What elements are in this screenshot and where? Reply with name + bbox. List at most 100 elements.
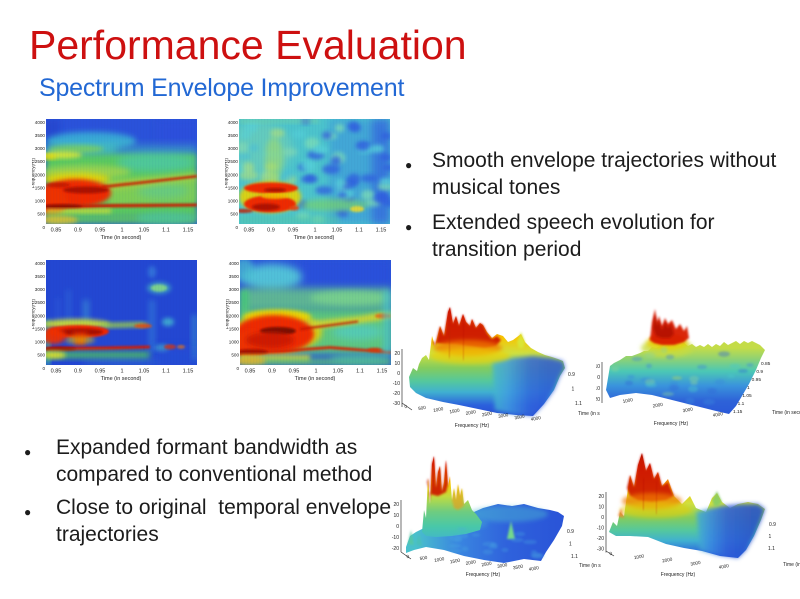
svg-text:2000: 2000 [228,172,239,177]
svg-text:Frequency (Hz): Frequency (Hz) [455,423,490,429]
svg-text:0: 0 [597,375,600,381]
svg-text:1.05: 1.05 [742,393,752,399]
svg-text:0.95: 0.95 [752,377,762,383]
svg-text:1.15: 1.15 [183,369,194,375]
svg-text:1.05: 1.05 [139,228,150,234]
svg-text:10: 10 [394,361,400,367]
svg-text:0: 0 [42,366,45,371]
svg-text:0.95: 0.95 [95,369,106,375]
svg-text:2000: 2000 [229,313,240,318]
svg-text:Frequency(Hz): Frequency(Hz) [226,298,230,329]
svg-text:1: 1 [569,542,572,548]
svg-text:-20: -20 [596,397,600,403]
svg-text:0: 0 [236,366,239,371]
svg-text:1: 1 [313,228,316,234]
svg-text:3500: 3500 [513,564,524,571]
svg-text:1.05: 1.05 [332,228,343,234]
svg-text:20: 20 [598,494,604,500]
svg-text:1: 1 [120,228,123,234]
svg-text:0.95: 0.95 [289,369,300,375]
svg-text:20: 20 [393,502,399,508]
svg-text:10: 10 [393,513,399,519]
svg-text:3000: 3000 [682,406,693,413]
svg-text:1.05: 1.05 [333,369,344,375]
svg-text:0: 0 [396,524,399,530]
svg-text:-10: -10 [596,386,600,392]
svg-text:1.1: 1.1 [571,554,578,560]
svg-text:4000: 4000 [530,415,541,422]
svg-text:Time (in s: Time (in s [579,563,601,569]
svg-text:1.1: 1.1 [575,401,582,407]
svg-text:1.05: 1.05 [139,369,150,375]
svg-text:500: 500 [37,212,45,217]
svg-text:500: 500 [230,212,238,217]
svg-text:4000: 4000 [712,411,723,418]
svg-text:1000: 1000 [229,340,240,345]
svg-text:1500: 1500 [35,326,46,331]
svg-text:1.1: 1.1 [162,228,170,234]
svg-text:2500: 2500 [481,561,492,568]
svg-text:Frequency(Hz): Frequency(Hz) [32,157,36,188]
svg-text:1.15: 1.15 [376,228,387,234]
svg-text:0.95: 0.95 [95,228,106,234]
svg-text:10: 10 [596,364,600,370]
svg-text:Time (in second): Time (in second) [294,235,335,241]
svg-text:2500: 2500 [35,159,46,164]
svg-text:0.85: 0.85 [51,369,62,375]
svg-text:3500: 3500 [35,274,46,279]
svg-text:Time (in se: Time (in se [783,562,800,568]
svg-text:1000: 1000 [433,406,444,413]
svg-text:4000: 4000 [35,261,46,266]
svg-text:2500: 2500 [228,159,239,164]
svg-text:2500: 2500 [229,300,240,305]
svg-text:0.85: 0.85 [245,369,256,375]
svg-text:4000: 4000 [35,120,46,125]
svg-text:500: 500 [231,353,239,358]
svg-text:-20: -20 [392,546,399,552]
svg-text:500: 500 [37,353,45,358]
svg-text:1.1: 1.1 [738,401,745,407]
svg-text:2000: 2000 [465,409,476,416]
svg-text:1.1: 1.1 [768,546,775,552]
svg-text:0.9: 0.9 [268,369,276,375]
svg-text:3500: 3500 [514,414,525,421]
svg-text:2500: 2500 [35,300,46,305]
svg-text:Time (in s: Time (in s [578,411,600,417]
svg-text:1000: 1000 [634,553,645,560]
svg-text:0: 0 [42,225,45,230]
svg-text:2000: 2000 [662,557,673,564]
svg-text:1: 1 [120,369,123,375]
svg-text:1.1: 1.1 [162,369,170,375]
svg-text:0.9: 0.9 [756,369,763,375]
svg-text:1500: 1500 [449,408,460,415]
svg-text:3000: 3000 [35,146,46,151]
svg-text:3000: 3000 [229,287,240,292]
svg-text:3000: 3000 [35,287,46,292]
svg-text:1: 1 [314,369,317,375]
svg-text:4000: 4000 [229,261,240,266]
svg-text:-30: -30 [393,401,400,407]
svg-text:2000: 2000 [652,402,663,409]
svg-text:1500: 1500 [450,558,461,565]
svg-text:0.9: 0.9 [568,372,575,378]
svg-text:0: 0 [404,404,408,409]
svg-text:3500: 3500 [229,274,240,279]
svg-text:0.95: 0.95 [288,228,299,234]
svg-text:1500: 1500 [229,326,240,331]
svg-text:3000: 3000 [497,562,508,569]
svg-text:Frequency(Hz): Frequency(Hz) [225,157,229,188]
svg-text:0.9: 0.9 [74,369,82,375]
svg-text:500: 500 [418,405,427,411]
svg-text:2000: 2000 [35,172,46,177]
svg-text:-20: -20 [393,391,400,397]
svg-text:2000: 2000 [35,313,46,318]
svg-text:Frequency(Hz): Frequency(Hz) [32,298,36,329]
svg-text:3000: 3000 [690,560,701,567]
svg-text:0.85: 0.85 [51,228,62,234]
svg-text:1.1: 1.1 [355,228,363,234]
svg-text:3000: 3000 [228,146,239,151]
svg-text:1500: 1500 [35,185,46,190]
svg-text:1000: 1000 [35,340,46,345]
svg-text:0: 0 [609,551,613,556]
svg-text:-30: -30 [597,546,604,552]
